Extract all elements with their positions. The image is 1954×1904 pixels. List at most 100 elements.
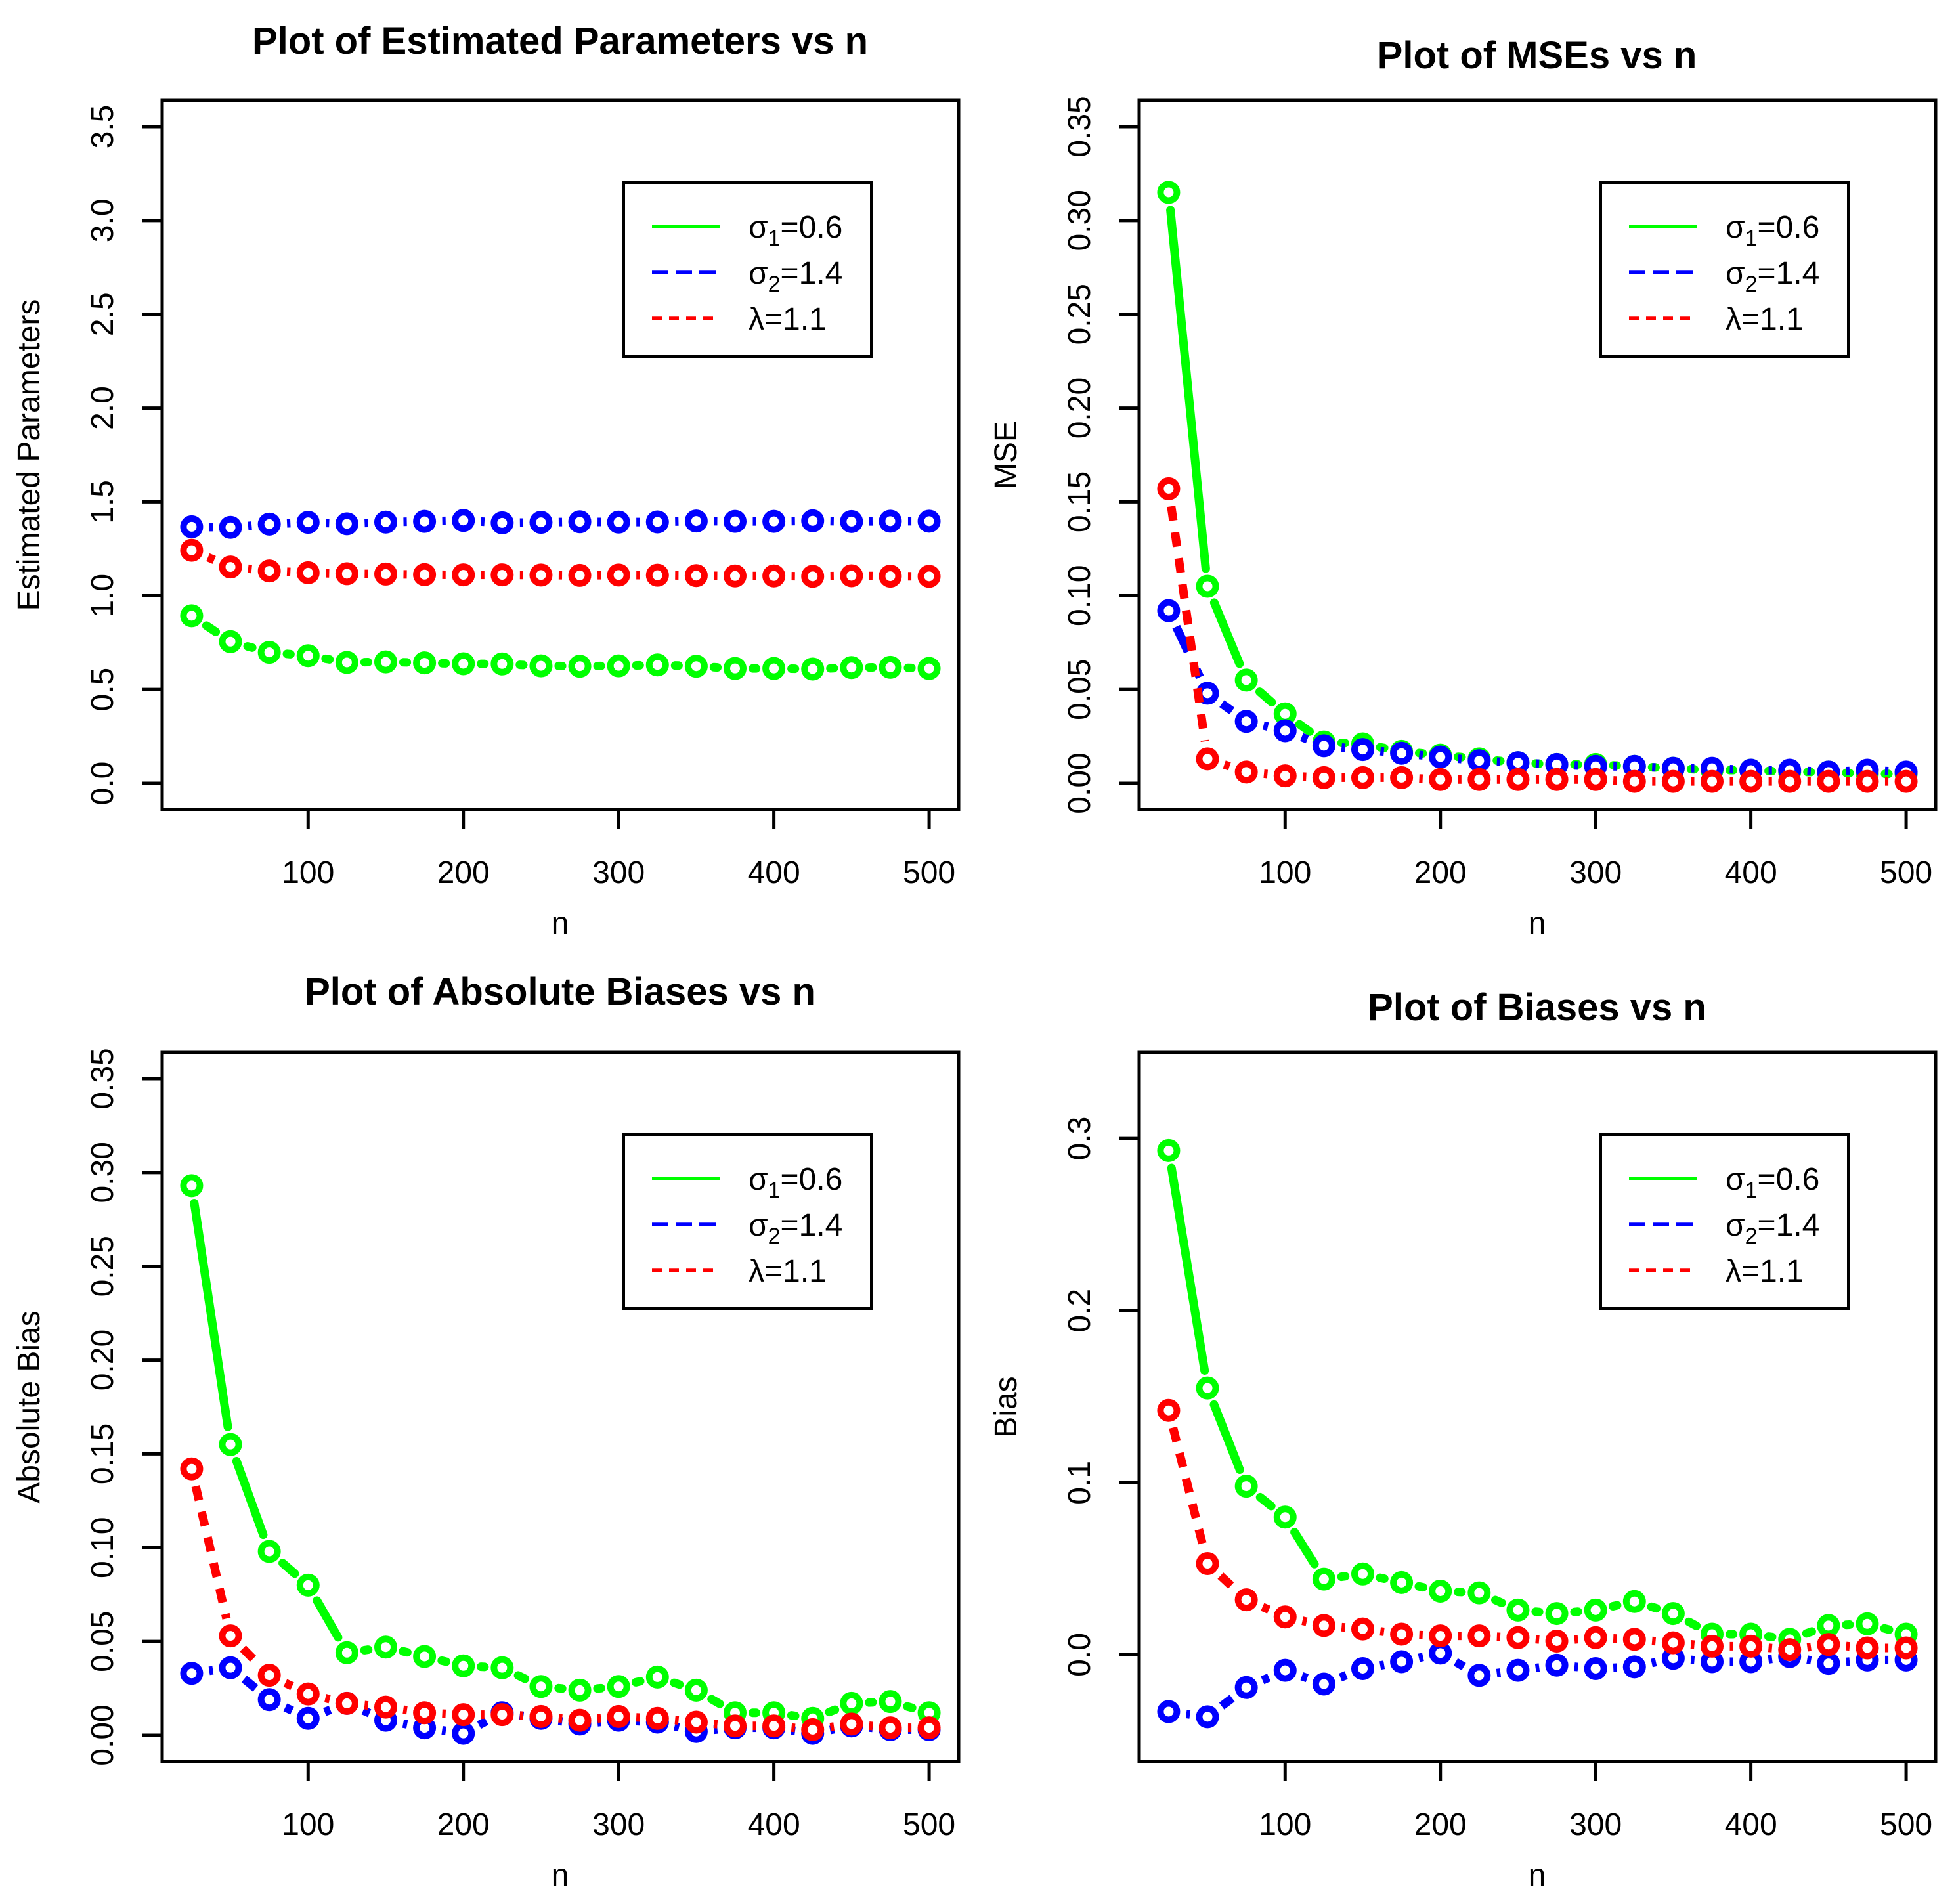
plot-box xyxy=(1137,1050,1938,1763)
chart-title: Plot of Absolute Biases vs n xyxy=(305,970,815,1013)
data-point-marker xyxy=(180,538,204,562)
data-point-marker xyxy=(840,509,863,533)
series-line-segment xyxy=(360,1645,373,1655)
data-point-marker xyxy=(1234,710,1258,733)
series-line-segment xyxy=(1167,1163,1209,1375)
series-line-segment xyxy=(1339,1671,1348,1682)
x-tick-label: 100 xyxy=(1259,855,1311,890)
data-point-marker xyxy=(1351,738,1374,762)
data-point-marker xyxy=(1545,768,1569,791)
panel-estimated-parameters: Plot of Estimated Parameters vs n 100 200 3… xyxy=(0,0,977,952)
data-point-marker xyxy=(1429,1624,1452,1648)
x-tick-label: 400 xyxy=(748,1807,800,1842)
data-point-marker xyxy=(257,1540,281,1563)
y-tick-label: 0.25 xyxy=(85,1236,120,1297)
plot-box xyxy=(160,1050,961,1763)
data-point-marker xyxy=(490,511,514,534)
data-point-marker xyxy=(1312,1672,1335,1696)
panel-biases: Plot of Biases vs n 100 200 300 400 500 n 0.0 0.… xyxy=(977,952,1954,1904)
x-tick-label: 100 xyxy=(282,1807,334,1842)
data-point-marker xyxy=(1312,766,1335,789)
chart-estimated-parameters: Plot of Estimated Parameters vs n 100 200 3… xyxy=(0,0,977,952)
series-line-segment xyxy=(1457,754,1462,764)
series-line-segment xyxy=(554,1683,567,1693)
data-point-marker xyxy=(529,1675,553,1698)
data-point-marker xyxy=(1429,768,1452,791)
y-axis-title: MSE xyxy=(989,421,1024,489)
data-point-marker xyxy=(1584,1656,1607,1680)
legend-box xyxy=(1599,181,1850,358)
data-point-marker xyxy=(840,564,863,588)
data-point-marker xyxy=(1739,1634,1763,1658)
data-point-marker xyxy=(529,511,553,534)
data-point-marker xyxy=(1467,768,1491,791)
data-point-marker xyxy=(180,604,204,628)
x-tick-label: 400 xyxy=(748,855,800,890)
series-sigma1 xyxy=(1157,1138,1918,1651)
chart-title: Plot of MSEs vs n xyxy=(1378,34,1697,77)
series-line-segment xyxy=(1453,1658,1466,1671)
x-axis-title: n xyxy=(552,906,569,941)
legend-label-sigma1: σ1=0.6 xyxy=(1726,1162,1819,1203)
data-point-marker xyxy=(374,650,397,674)
data-point-marker xyxy=(1351,1656,1374,1680)
data-point-marker xyxy=(296,1682,320,1706)
y-tick-label: 0.3 xyxy=(1062,1117,1097,1161)
data-point-marker xyxy=(1467,1581,1491,1605)
legend-label-lambda: λ=1.1 xyxy=(1726,302,1804,337)
y-tick-label: 1.5 xyxy=(85,480,120,524)
data-point-marker xyxy=(1701,769,1724,793)
data-point-marker xyxy=(801,1718,825,1741)
series-line-segment xyxy=(1609,1601,1622,1611)
data-point-marker xyxy=(257,641,281,664)
data-point-marker xyxy=(529,1704,553,1728)
data-point-marker xyxy=(607,1675,630,1698)
data-point-marker xyxy=(840,1712,863,1736)
data-point-marker xyxy=(296,1573,320,1597)
y-axis: 0.00 0.05 0.10 0.15 0.20 0.25 0.30 0.35 Absolute… xyxy=(12,1048,162,1766)
data-point-marker xyxy=(335,562,358,586)
data-point-marker xyxy=(335,1691,358,1715)
chart-title: Plot of Biases vs n xyxy=(1368,986,1706,1029)
data-point-marker xyxy=(1506,768,1530,791)
series-line-segment xyxy=(1219,1695,1235,1710)
data-point-marker xyxy=(762,564,786,588)
data-point-marker xyxy=(879,509,902,533)
series-line-segment xyxy=(558,1714,563,1723)
series-line-segment xyxy=(1261,1674,1271,1685)
series-line-segment xyxy=(1223,760,1231,771)
y-tick-label: 0.30 xyxy=(1062,190,1097,251)
legend-label-lambda: λ=1.1 xyxy=(749,1254,827,1289)
data-point-marker xyxy=(1778,769,1802,793)
legend: σ1=0.6 σ2=1.4 λ=1.1 xyxy=(622,1133,873,1310)
series-line-segment xyxy=(593,1683,605,1693)
x-axis: 100 200 300 400 500 n xyxy=(282,1762,955,1893)
data-point-marker xyxy=(762,657,786,680)
data-point-marker xyxy=(1157,477,1181,500)
legend-label-sigma2: σ2=1.4 xyxy=(749,1208,842,1249)
series-line-segment xyxy=(1496,1668,1502,1677)
data-point-marker xyxy=(1157,181,1181,204)
data-point-marker xyxy=(180,1174,204,1198)
data-point-marker xyxy=(1701,1634,1724,1658)
data-point-marker xyxy=(1545,1630,1569,1653)
data-point-marker xyxy=(335,1641,358,1664)
data-point-marker xyxy=(645,510,669,534)
chart-title: Plot of Estimated Parameters vs n xyxy=(252,20,868,62)
data-point-marker xyxy=(1390,766,1414,789)
data-point-marker xyxy=(1196,747,1219,771)
data-point-marker xyxy=(413,651,437,675)
y-axis-title: Estimated Parameters xyxy=(12,299,47,611)
series-line-segment xyxy=(240,1645,260,1666)
data-point-marker xyxy=(879,1690,902,1714)
data-point-marker xyxy=(490,1656,514,1679)
data-point-marker xyxy=(219,1624,242,1648)
data-point-marker xyxy=(1157,1398,1181,1422)
series-line-segment xyxy=(190,1199,232,1431)
data-point-marker xyxy=(1157,1700,1181,1723)
series-line-segment xyxy=(191,1485,231,1620)
series-line-segment xyxy=(364,1700,369,1710)
x-tick-label: 300 xyxy=(592,855,645,890)
data-point-marker xyxy=(1234,668,1258,692)
data-point-marker xyxy=(1196,1705,1219,1729)
